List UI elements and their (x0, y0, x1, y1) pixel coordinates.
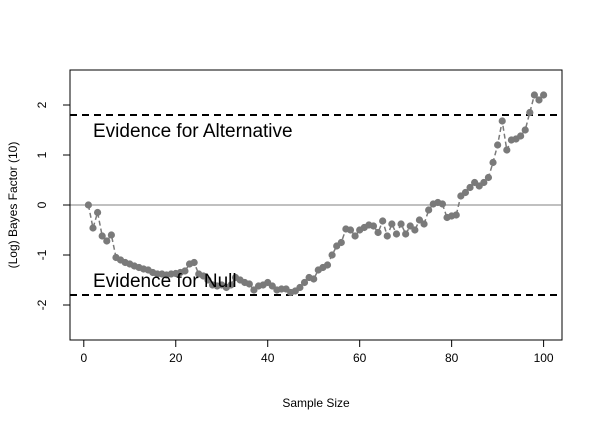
data-point (392, 230, 401, 238)
x-tick-label: 60 (353, 351, 367, 365)
y-tick-label: -2 (35, 299, 49, 310)
y-tick-label: 2 (35, 101, 49, 108)
data-point (107, 231, 115, 239)
data-point (328, 251, 336, 259)
x-tick-label: 0 (80, 351, 87, 365)
data-point (245, 280, 253, 288)
x-tick-label: 20 (169, 351, 183, 365)
data-point (402, 230, 410, 238)
data-point (103, 237, 111, 245)
data-point (388, 220, 396, 228)
data-point (461, 188, 470, 197)
data-point (190, 258, 198, 267)
data-point (374, 228, 382, 237)
data-point (93, 208, 102, 217)
data-point (383, 232, 391, 240)
x-axis: 0 20 40 60 80 100 (80, 339, 554, 365)
data-point (540, 91, 548, 99)
x-tick-label: 40 (261, 351, 275, 365)
data-point (452, 211, 460, 219)
y-tick-label: -1 (35, 249, 49, 260)
y-axis-title: (Log) Bayes Factor (10) (6, 142, 20, 269)
data-point (535, 96, 543, 104)
data-point (84, 201, 92, 209)
annotation-0: Evidence for Alternative (93, 121, 293, 142)
data-point (227, 281, 235, 289)
annotations: Evidence for Alternative Evidence for Nul… (93, 121, 293, 292)
data-point (425, 206, 433, 214)
data-point (411, 226, 419, 234)
x-axis-title: Sample Size (282, 396, 350, 410)
data-point (503, 146, 511, 154)
data-point (300, 278, 309, 287)
data-point (420, 220, 428, 228)
reference-lines (70, 114, 562, 296)
data-point (466, 183, 474, 192)
y-tick-label: 1 (35, 151, 49, 158)
data-point (98, 232, 106, 240)
data-point (526, 108, 534, 117)
data-point (379, 217, 387, 225)
series-layer (84, 91, 548, 297)
x-tick-label: 80 (445, 351, 459, 365)
data-point (530, 91, 539, 99)
y-axis: -2 -1 0 1 2 (35, 101, 71, 310)
data-point (89, 224, 97, 232)
data-point (494, 141, 502, 149)
data-point (346, 226, 355, 234)
data-point (517, 132, 525, 140)
data-point (489, 158, 497, 167)
x-tick-label: 100 (534, 351, 554, 365)
data-point (369, 222, 378, 230)
data-point (351, 232, 359, 240)
data-point (296, 283, 304, 292)
data-point (204, 276, 212, 284)
data-point (498, 117, 506, 125)
data-point (397, 220, 405, 228)
data-point (181, 267, 189, 275)
data-point (480, 178, 488, 187)
data-point (310, 275, 318, 283)
data-point (337, 238, 345, 247)
data-point (521, 126, 529, 134)
annotation-1: Evidence for Null (93, 271, 237, 292)
data-point (484, 173, 493, 182)
y-tick-label: 0 (35, 201, 49, 208)
data-point (323, 261, 332, 269)
data-point (438, 200, 447, 208)
